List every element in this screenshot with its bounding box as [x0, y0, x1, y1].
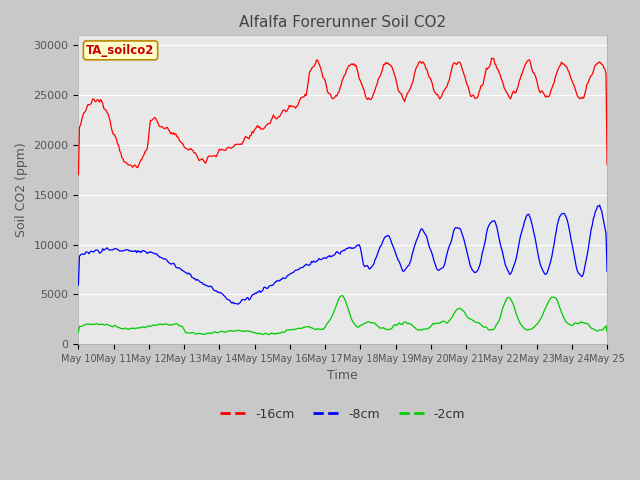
X-axis label: Time: Time [327, 370, 358, 383]
Text: TA_soilco2: TA_soilco2 [86, 44, 155, 57]
Title: Alfalfa Forerunner Soil CO2: Alfalfa Forerunner Soil CO2 [239, 15, 446, 30]
Legend: -16cm, -8cm, -2cm: -16cm, -8cm, -2cm [215, 403, 470, 426]
Y-axis label: Soil CO2 (ppm): Soil CO2 (ppm) [15, 143, 28, 237]
